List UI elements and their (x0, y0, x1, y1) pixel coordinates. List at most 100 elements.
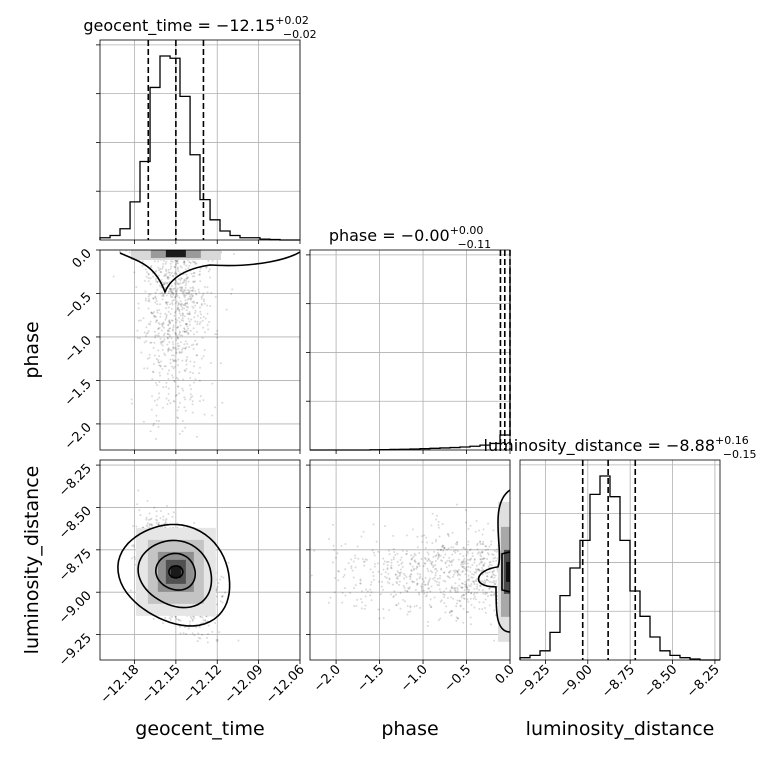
scatter-point (462, 621, 465, 624)
scatter-point (162, 295, 165, 298)
scatter-point (188, 323, 191, 326)
scatter-point (452, 569, 455, 572)
scatter-point (187, 267, 190, 270)
scatter-point (154, 277, 157, 280)
scatter-point (183, 260, 186, 263)
scatter-point (174, 310, 177, 313)
scatter-point (150, 408, 153, 411)
scatter-point (181, 312, 184, 315)
scatter-point (158, 396, 161, 399)
scatter-point (447, 532, 450, 535)
scatter-point (402, 598, 405, 601)
scatter-point (161, 267, 164, 270)
scatter-point (145, 524, 148, 527)
scatter-point (183, 293, 186, 296)
scatter-point (487, 553, 490, 556)
scatter-point (204, 619, 207, 622)
scatter-point (211, 630, 214, 633)
scatter-point (152, 371, 155, 374)
scatter-point (164, 318, 167, 321)
scatter-point (145, 275, 148, 278)
scatter-point (399, 607, 402, 610)
scatter-point (496, 567, 499, 570)
scatter-point (388, 553, 391, 556)
scatter-point (169, 402, 172, 405)
scatter-point (149, 451, 151, 453)
scatter-point (154, 334, 157, 337)
scatter-point (481, 557, 484, 560)
scatter-point (165, 302, 168, 305)
scatter-point (167, 378, 170, 381)
scatter-point (221, 595, 224, 598)
scatter-point (193, 260, 196, 263)
scatter-point (196, 640, 199, 643)
scatter-point (167, 399, 170, 402)
scatter-point (183, 369, 186, 372)
scatter-point (169, 312, 172, 315)
scatter-point (176, 281, 179, 284)
scatter-point (455, 616, 458, 619)
scatter-point (197, 288, 200, 291)
scatter-point (199, 394, 202, 397)
scatter-point (170, 291, 173, 294)
scatter-point (382, 617, 385, 620)
scatter-point (181, 334, 184, 337)
scatter-point (148, 526, 151, 529)
scatter-point (174, 394, 177, 397)
scatter-point (157, 328, 160, 331)
scatter-point (188, 289, 191, 292)
scatter-point (412, 568, 415, 571)
scatter-point (420, 587, 423, 590)
scatter-point (132, 525, 135, 528)
scatter-point (380, 585, 383, 588)
scatter-point (173, 272, 176, 275)
scatter-point (394, 593, 397, 596)
scatter-point (182, 281, 185, 284)
scatter-point (469, 548, 472, 551)
scatter-point (480, 560, 483, 563)
scatter-point (155, 280, 158, 283)
scatter-point (410, 573, 413, 576)
scatter-point (189, 293, 192, 296)
scatter-point (162, 259, 165, 262)
scatter-point (181, 420, 184, 423)
scatter-point (471, 576, 474, 579)
scatter-point (183, 279, 186, 282)
scatter-point (341, 601, 344, 604)
scatter-point (396, 577, 399, 580)
scatter-point (184, 347, 187, 350)
scatter-point (154, 336, 157, 339)
p10-ytick-label-4: −2.0 (62, 420, 95, 453)
scatter-point (359, 582, 362, 585)
scatter-point (187, 333, 190, 336)
scatter-point (166, 372, 169, 375)
scatter-point (197, 636, 200, 639)
scatter-point (175, 393, 178, 396)
scatter-point (395, 577, 398, 580)
scatter-point (185, 329, 188, 332)
scatter-point (163, 273, 166, 276)
scatter-point (201, 319, 204, 322)
scatter-point (443, 590, 446, 593)
scatter-point (183, 296, 186, 299)
scatter-point (194, 304, 197, 307)
scatter-point (154, 301, 157, 304)
scatter-point (164, 281, 167, 284)
scatter-point (456, 586, 459, 589)
scatter-point (183, 330, 186, 333)
scatter-point (427, 582, 430, 585)
scatter-point (188, 620, 191, 623)
scatter-point (390, 564, 393, 567)
scatter-point (173, 365, 176, 368)
scatter-point (171, 260, 174, 263)
scatter-point (181, 312, 184, 315)
scatter-point (372, 578, 375, 581)
scatter-point (217, 581, 220, 584)
scatter-point (177, 267, 180, 270)
scatter-point (118, 250, 121, 253)
scatter-point (180, 305, 183, 308)
scatter-point (350, 558, 353, 561)
scatter-point (310, 574, 313, 577)
scatter-point (364, 595, 367, 598)
scatter-point (151, 312, 154, 315)
